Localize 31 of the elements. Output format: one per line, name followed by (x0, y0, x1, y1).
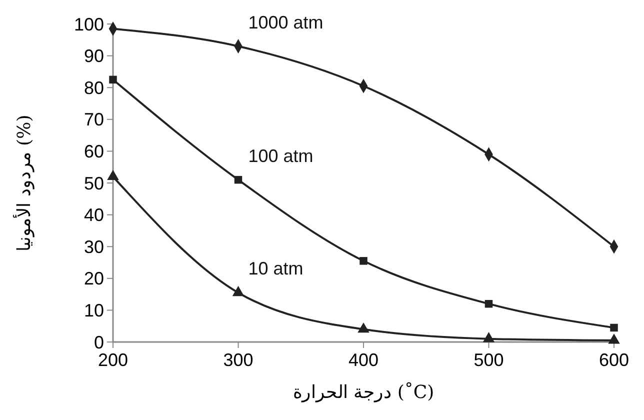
y-tick-label: 10 (84, 300, 104, 320)
point (234, 176, 242, 184)
point (232, 286, 244, 296)
series-label: 1000 atm (248, 12, 324, 32)
point (610, 324, 618, 332)
y-tick-label: 100 (74, 14, 104, 34)
series-label: 100 atm (248, 146, 314, 166)
x-tick-label: 500 (474, 350, 504, 370)
series-label: 10 atm (248, 258, 304, 279)
point (107, 170, 119, 180)
x-axis-title: درجة الحرارة (˚C) (292, 382, 434, 403)
y-tick-label: 80 (84, 78, 104, 98)
point (360, 257, 368, 265)
y-tick-label: 20 (84, 268, 104, 289)
x-tick-label: 200 (98, 350, 128, 370)
x-tick-label: 300 (223, 350, 254, 370)
y-tick-label: 90 (84, 46, 104, 66)
y-tick-label: 30 (84, 236, 104, 257)
y-tick-label: 70 (84, 110, 104, 130)
point (482, 332, 495, 342)
x-tick-label: 600 (598, 350, 630, 370)
y-tick-label: 0 (94, 332, 104, 352)
y-tick-label: 60 (84, 142, 104, 162)
y-tick-label: 40 (84, 205, 104, 226)
point (484, 300, 493, 308)
y-tick-label: 50 (84, 173, 104, 194)
y-axis-title: مردود الأمونيا (%) (12, 114, 35, 252)
point (109, 76, 117, 84)
point (608, 334, 620, 344)
x-tick-label: 400 (348, 350, 379, 370)
point (358, 322, 370, 333)
